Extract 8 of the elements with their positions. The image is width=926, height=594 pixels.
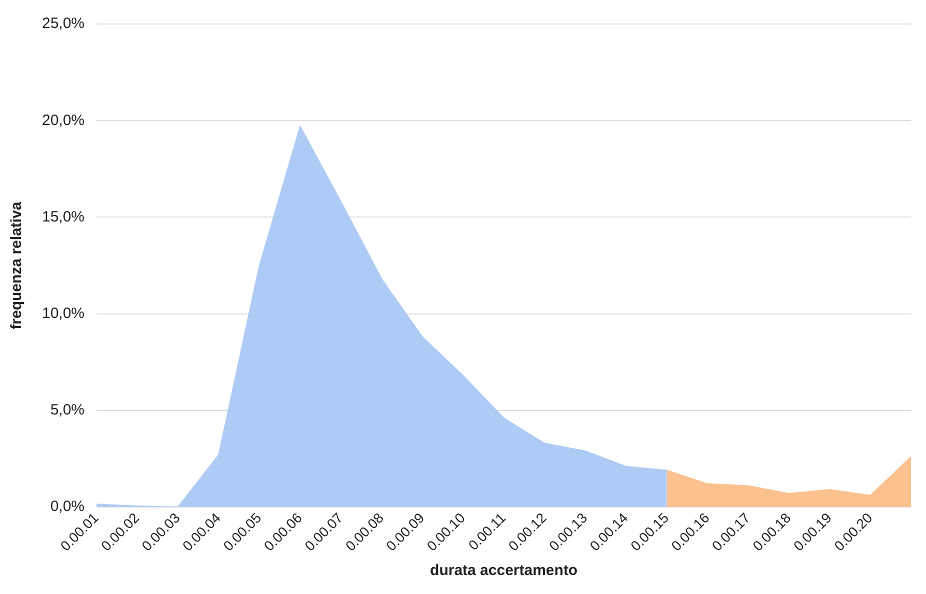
y-tick-label: 5,0%: [50, 402, 85, 419]
y-tick-label: 10,0%: [42, 304, 85, 322]
y-tick-label: 25,0%: [42, 15, 85, 32]
y-axis-title: frequenza relativa: [8, 201, 26, 330]
y-tick-label: 0,0%: [50, 498, 85, 516]
y-tick-label: 15,0%: [42, 208, 85, 226]
x-axis-title: durata accertamento: [430, 562, 578, 580]
y-tick-label: 20,0%: [42, 112, 85, 129]
